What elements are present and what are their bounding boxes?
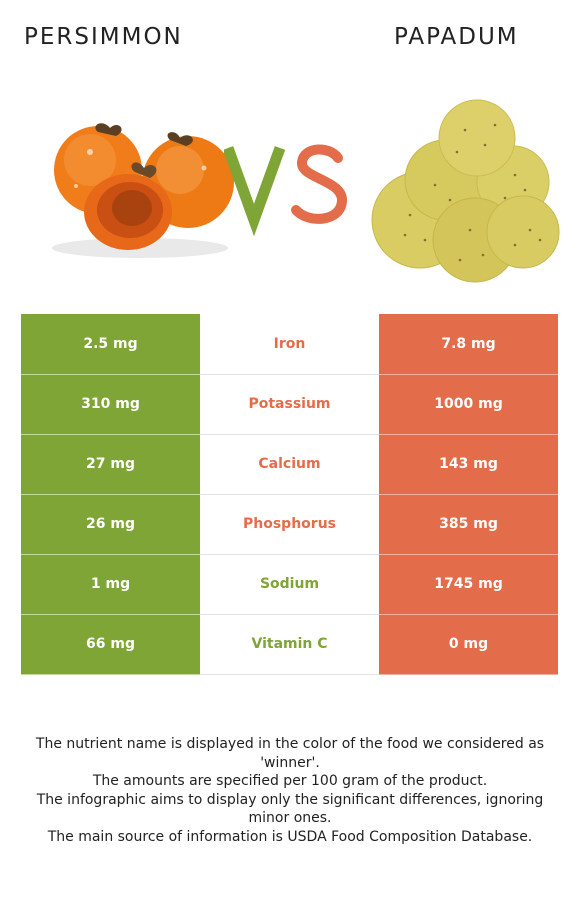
table-row: 2.5 mg Iron 7.8 mg xyxy=(21,314,558,375)
table-row: 310 mg Potassium 1000 mg xyxy=(21,374,558,435)
nutrient-name: Phosphorus xyxy=(200,494,379,555)
nutrient-name: Iron xyxy=(200,314,379,375)
left-value: 26 mg xyxy=(21,494,200,555)
nutrient-name: Calcium xyxy=(200,434,379,495)
papadum-image xyxy=(371,99,560,283)
table-row: 27 mg Calcium 143 mg xyxy=(21,434,558,495)
table-row: 1 mg Sodium 1745 mg xyxy=(21,554,558,615)
left-value: 310 mg xyxy=(21,374,200,435)
right-value: 1000 mg xyxy=(379,374,558,435)
left-value: 66 mg xyxy=(21,614,200,675)
footnotes: The nutrient name is displayed in the co… xyxy=(18,735,562,846)
left-value: 1 mg xyxy=(21,554,200,615)
versus-label xyxy=(224,144,348,237)
nutrient-name: Potassium xyxy=(200,374,379,435)
right-value: 0 mg xyxy=(379,614,558,675)
footnote: The amounts are specified per 100 gram o… xyxy=(92,773,488,789)
nutrient-comparison-table: 2.5 mg Iron 7.8 mg 310 mg Potassium 1000 mg 27… xyxy=(21,314,558,675)
right-value: 1745 mg xyxy=(379,554,558,615)
table-row: 26 mg Phosphorus 385 mg xyxy=(21,494,558,555)
footnote: The nutrient name is displayed in the co… xyxy=(35,736,545,771)
footnote: The infographic aims to display only the… xyxy=(36,791,544,827)
right-value: 7.8 mg xyxy=(379,314,558,375)
right-value: 143 mg xyxy=(379,434,558,495)
left-value: 27 mg xyxy=(21,434,200,495)
left-value: 2.5 mg xyxy=(21,314,200,375)
nutrient-name: Vitamin C xyxy=(200,614,379,675)
persimmon-image xyxy=(52,123,234,258)
left-food-title: PERSIMMON xyxy=(24,24,183,50)
nutrient-name: Sodium xyxy=(200,554,379,615)
right-value: 385 mg xyxy=(379,494,558,555)
footnote: The main source of information is USDA F… xyxy=(47,828,533,845)
right-food-title: PAPADUM xyxy=(394,24,519,50)
